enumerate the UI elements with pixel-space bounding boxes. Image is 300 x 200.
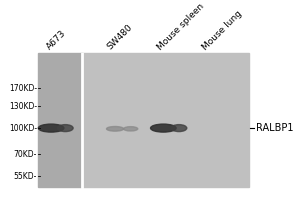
Bar (82, 53, 249, 187)
Text: A673: A673 (45, 29, 68, 52)
Text: RALBP1: RALBP1 (256, 123, 293, 133)
Ellipse shape (38, 124, 64, 132)
Text: 170KD-: 170KD- (9, 84, 37, 93)
Text: 55KD-: 55KD- (14, 172, 37, 181)
Text: 70KD-: 70KD- (14, 150, 37, 159)
Ellipse shape (106, 126, 124, 131)
Text: SW480: SW480 (106, 23, 135, 52)
Text: Mouse spleen: Mouse spleen (156, 1, 206, 52)
Text: 130KD-: 130KD- (9, 102, 37, 111)
Text: Mouse lung: Mouse lung (201, 9, 244, 52)
Ellipse shape (124, 127, 138, 131)
Bar (38, 53, 82, 187)
Ellipse shape (151, 124, 176, 132)
Text: 100KD-: 100KD- (9, 124, 37, 133)
Ellipse shape (58, 125, 73, 132)
Ellipse shape (171, 125, 187, 132)
